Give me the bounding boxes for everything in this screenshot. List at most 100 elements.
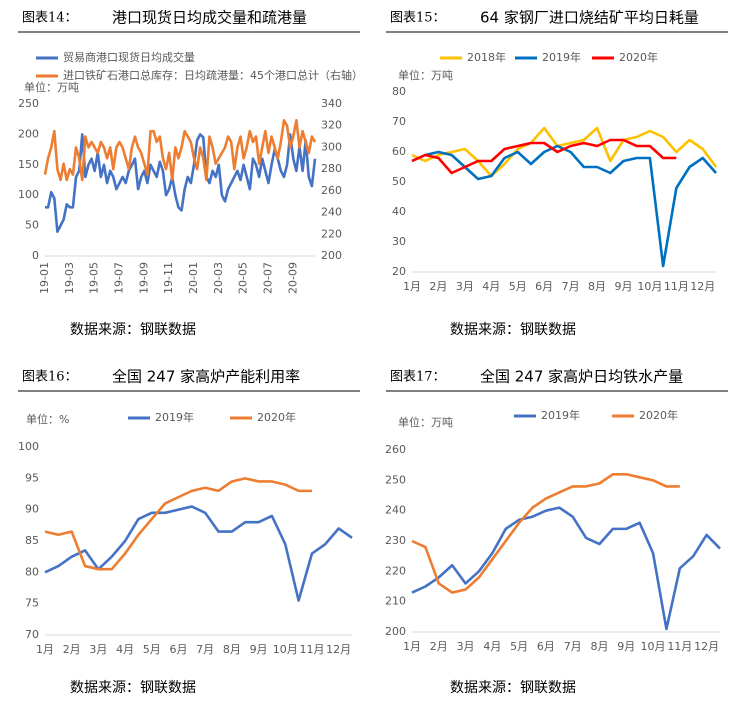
x-tick-label: 19-07 [112,262,125,294]
series-line [411,144,717,268]
x-tick-label: 20-07 [261,262,274,294]
series-line [45,133,317,233]
x-tick-label: 19-03 [63,262,76,294]
series-line [411,126,718,178]
y2-tick-label: 220 [321,227,342,240]
y-tick-label: 100 [18,440,39,453]
y-tick-label: 200 [18,127,39,140]
y-tick-label: 260 [385,443,406,456]
legend-label: 2020年 [639,408,678,422]
y2-tick-label: 200 [321,249,342,262]
figure-label: 图表17： [390,370,446,385]
y2-tick-label: 240 [321,206,342,219]
x-tick-label: 2月 [430,640,448,653]
y2-tick-label: 320 [321,119,342,132]
unit-label: 单位：万吨 [398,415,453,429]
x-tick-label: 8月 [590,640,608,653]
x-tick-label: 5月 [510,640,528,653]
x-tick-label: 19-05 [88,262,101,294]
y-tick-label: 85 [25,534,39,547]
x-tick-label: 4月 [482,280,500,293]
x-tick-label: 19-09 [137,262,150,294]
series-line [411,506,721,631]
y-tick-label: 100 [18,188,39,201]
unit-label: 单位：万吨 [24,80,79,94]
x-tick-label: 9月 [614,280,632,293]
x-tick-label: 6月 [535,280,553,293]
x-tick-label: 20-03 [212,262,225,294]
unit-label: 单位：万吨 [398,68,453,82]
y-tick-label: 250 [385,473,406,486]
x-tick-label: 7月 [564,640,582,653]
x-tick-label: 20-09 [286,262,299,294]
x-tick-label: 3月 [457,640,475,653]
x-tick-label: 10月 [641,640,666,653]
x-tick-label: 19-11 [162,262,175,294]
figure-label: 图表14： [22,11,78,26]
y-tick-label: 30 [392,235,406,248]
y2-tick-label: 300 [321,140,342,153]
source-note: 数据来源：钢联数据 [70,680,196,696]
source-note: 数据来源：钢联数据 [70,322,196,338]
legend-label: 贸易商港口现货日均成交量 [63,50,195,64]
y-tick-label: 50 [25,219,39,232]
y-tick-label: 20 [392,265,406,278]
y-tick-label: 220 [385,564,406,577]
source-note: 数据来源：钢联数据 [450,322,576,338]
chart-title: 全国 247 家高炉产能利用率 [112,368,300,386]
y-tick-label: 60 [392,145,406,158]
chart-title: 全国 247 家高炉日均铁水产量 [480,368,683,386]
y-tick-label: 75 [25,597,39,610]
x-tick-label: 7月 [562,280,580,293]
legend-label: 2019年 [542,50,581,64]
source-note: 数据来源：钢联数据 [450,680,576,696]
x-tick-label: 10月 [273,643,298,656]
x-tick-label: 7月 [196,643,214,656]
x-tick-label: 4月 [483,640,501,653]
x-tick-label: 12月 [326,643,351,656]
x-tick-label: 4月 [116,643,134,656]
x-tick-label: 20-05 [237,262,250,294]
figure-label: 图表15： [390,11,446,26]
x-tick-label: 11月 [299,643,324,656]
legend-label: 2019年 [155,410,194,424]
figure-label: 图表16： [22,370,78,385]
y2-tick-label: 260 [321,184,342,197]
series-line [411,472,680,594]
legend-label: 2020年 [257,410,296,424]
y-tick-label: 70 [25,628,39,641]
x-tick-label: 20-01 [187,262,200,294]
unit-label: 单位：% [26,412,69,426]
x-tick-label: 1月 [36,643,54,656]
x-tick-label: 9月 [617,640,635,653]
y-tick-label: 230 [385,534,406,547]
x-tick-label: 3月 [89,643,107,656]
series-line [44,477,312,571]
x-tick-label: 8月 [588,280,606,293]
x-tick-label: 1月 [403,280,421,293]
x-tick-label: 2月 [429,280,447,293]
legend-label: 2020年 [619,50,658,64]
x-tick-label: 11月 [664,280,689,293]
y-tick-label: 40 [392,205,406,218]
chart-title: 64 家钢厂进口烧结矿平均日耗量 [480,9,699,27]
legend-label: 2019年 [541,408,580,422]
x-tick-label: 5月 [509,280,527,293]
x-tick-label: 8月 [223,643,241,656]
chart-title: 港口现货日均成交量和疏港量 [112,9,307,27]
y2-tick-label: 280 [321,162,342,175]
series-line [44,505,353,602]
x-tick-label: 12月 [694,640,719,653]
y-tick-label: 210 [385,595,406,608]
y-tick-label: 95 [25,471,39,484]
series-line [411,138,677,175]
x-tick-label: 5月 [143,643,161,656]
y-tick-label: 240 [385,504,406,517]
legend-label: 进口铁矿石港口总库存：日均疏港量：45个港口总计（右轴） [63,68,363,82]
x-tick-label: 6月 [537,640,555,653]
y2-tick-label: 340 [321,97,342,110]
y-tick-label: 200 [385,625,406,638]
x-tick-label: 3月 [456,280,474,293]
x-tick-label: 2月 [63,643,81,656]
